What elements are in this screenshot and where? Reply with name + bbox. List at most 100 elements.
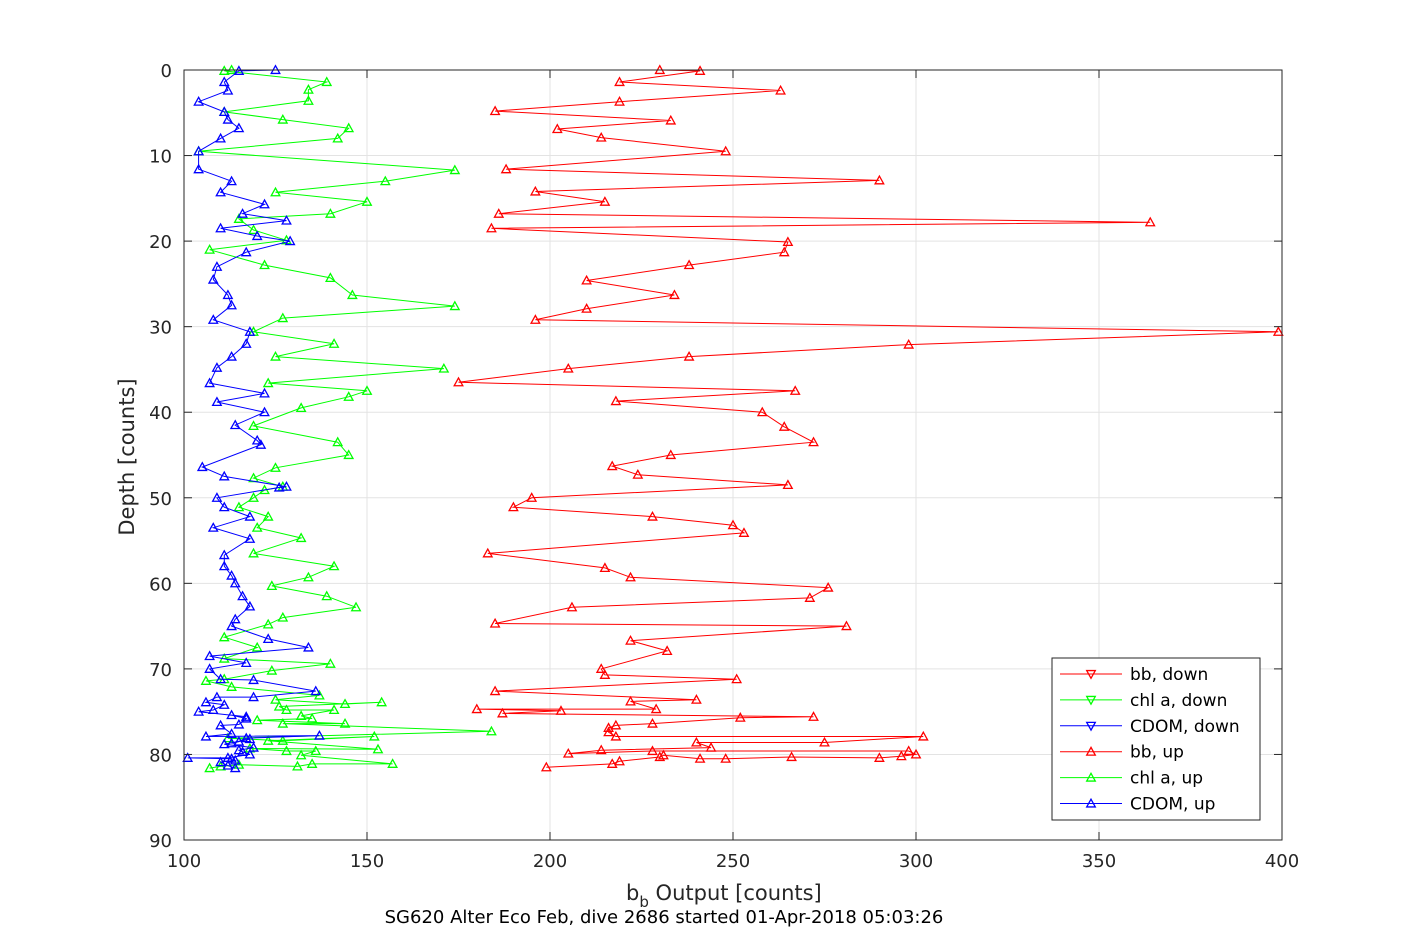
- legend-item-chl-a-up: chl a, up: [1060, 769, 1203, 789]
- data-point: [218, 631, 230, 642]
- data-point: [789, 385, 801, 395]
- data-point: [292, 760, 303, 771]
- data-point: [731, 673, 743, 684]
- data-point: [822, 581, 834, 592]
- data-point: [226, 350, 237, 361]
- data-point: [233, 735, 245, 746]
- data-point: [595, 131, 607, 142]
- data-point: [244, 733, 256, 744]
- legend-swatch-marker: [1085, 797, 1097, 808]
- data-point: [273, 481, 285, 492]
- data-point: [215, 222, 227, 233]
- data-point: [251, 230, 263, 241]
- data-point: [222, 289, 234, 300]
- data-point: [376, 696, 388, 707]
- data-point: [610, 395, 622, 406]
- data-point: [819, 736, 830, 747]
- data-point: [259, 198, 270, 209]
- data-point: [207, 314, 219, 324]
- legend-swatch-marker: [1085, 669, 1097, 680]
- data-point: [237, 590, 248, 601]
- legend-label: CDOM, down: [1130, 717, 1240, 737]
- data-point: [690, 694, 702, 704]
- data-point: [614, 76, 625, 87]
- data-point: [841, 620, 852, 631]
- data-point: [281, 704, 292, 715]
- data-point: [218, 738, 230, 749]
- data-point: [471, 703, 483, 714]
- legend-label: bb, up: [1130, 743, 1184, 763]
- data-point: [277, 735, 289, 745]
- x-tick-label: 250: [716, 851, 750, 872]
- data-point: [683, 350, 695, 361]
- data-point: [270, 350, 281, 361]
- data-point: [218, 549, 230, 560]
- data-point: [204, 244, 216, 254]
- data-point: [204, 762, 216, 773]
- series-line-cdom-up: [187, 69, 320, 769]
- data-point: [295, 532, 307, 543]
- data-point: [606, 460, 618, 471]
- x-tick-label: 200: [533, 851, 567, 872]
- data-point: [196, 461, 208, 472]
- data-point: [654, 751, 666, 762]
- data-point: [346, 289, 358, 300]
- data-point: [372, 743, 384, 754]
- data-point: [665, 114, 677, 125]
- x-tick-label: 100: [167, 851, 201, 872]
- data-point: [361, 385, 373, 395]
- legend-box: [1051, 657, 1261, 821]
- data-point: [804, 592, 816, 602]
- data-point: [661, 645, 673, 656]
- data-point: [669, 289, 680, 300]
- data-point: [303, 95, 314, 105]
- legend-item-bb-up: bb, up: [1060, 743, 1184, 763]
- data-point: [625, 695, 636, 706]
- data-point: [193, 706, 205, 716]
- data-point: [207, 522, 219, 532]
- data-point: [324, 658, 336, 668]
- data-point: [229, 613, 241, 624]
- data-point: [295, 710, 307, 721]
- data-point: [277, 312, 289, 323]
- data-point: [204, 650, 216, 661]
- data-point: [222, 113, 234, 124]
- x-axis-label-main: b: [626, 881, 639, 905]
- data-point: [303, 641, 314, 652]
- data-point: [226, 620, 237, 631]
- data-point: [738, 527, 750, 537]
- data-point: [332, 436, 344, 447]
- data-point: [500, 163, 512, 174]
- data-point: [526, 492, 538, 502]
- data-point: [251, 641, 263, 652]
- series-bb-up: [453, 64, 1284, 772]
- data-point: [614, 96, 625, 106]
- data-point: [614, 755, 625, 766]
- data-point: [1272, 326, 1284, 336]
- data-point: [218, 470, 230, 481]
- data-point: [647, 745, 658, 756]
- figure-footer: SG620 Alter Eco Feb, dive 2686 started 0…: [385, 907, 944, 928]
- y-tick-label: 30: [149, 318, 172, 339]
- data-point: [277, 611, 289, 622]
- data-point: [262, 735, 274, 745]
- data-point: [328, 704, 340, 715]
- data-point: [295, 402, 307, 413]
- data-point: [229, 577, 241, 588]
- data-point: [529, 314, 541, 324]
- data-point: [1144, 216, 1156, 227]
- data-point: [727, 519, 739, 530]
- data-point: [200, 696, 212, 707]
- data-point: [248, 691, 259, 702]
- data-point: [562, 747, 574, 758]
- data-point: [233, 718, 245, 729]
- data-point: [368, 730, 380, 741]
- data-point: [540, 761, 552, 772]
- data-point: [778, 246, 790, 257]
- data-point: [720, 145, 732, 156]
- data-point: [218, 106, 230, 117]
- y-tick-label: 60: [149, 574, 172, 595]
- data-point: [625, 635, 636, 645]
- data-point: [244, 510, 256, 521]
- data-point: [229, 762, 241, 773]
